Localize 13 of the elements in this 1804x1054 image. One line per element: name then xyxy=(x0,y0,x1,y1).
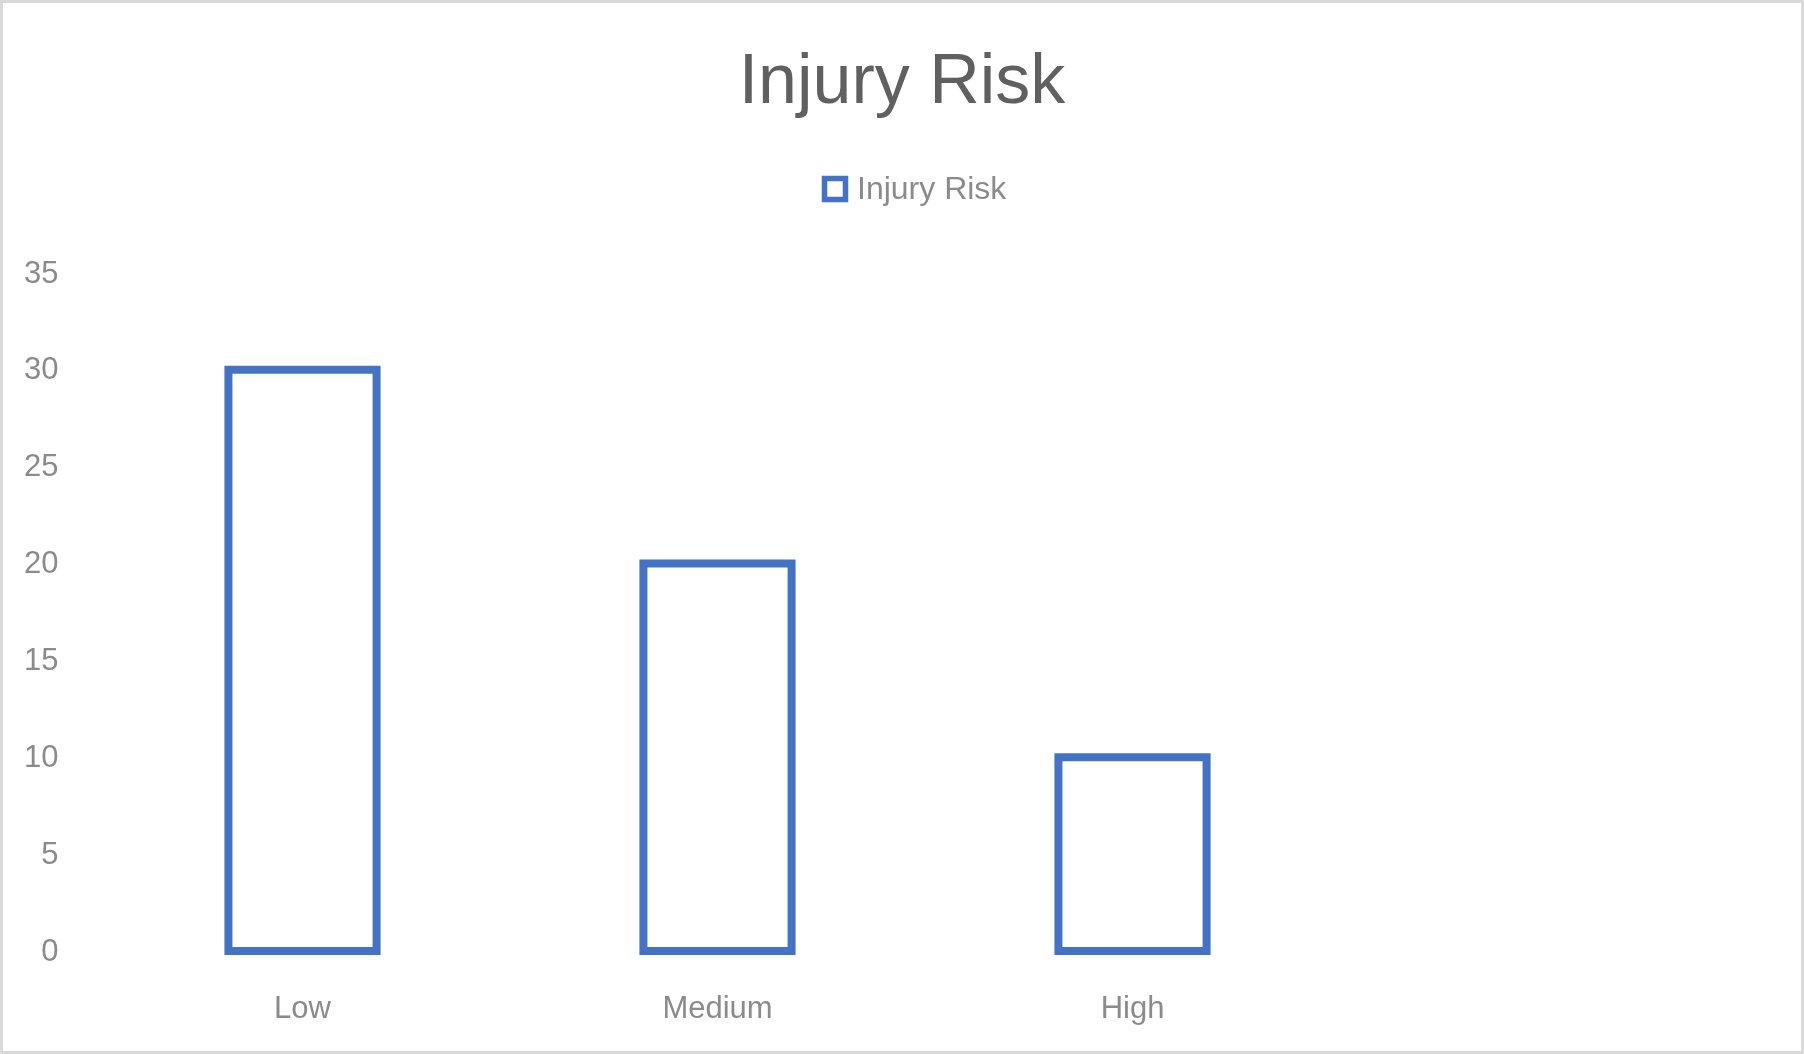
y-tick-label: 5 xyxy=(41,835,59,871)
x-tick-label: Low xyxy=(274,989,332,1025)
x-tick-label: Medium xyxy=(662,989,773,1025)
y-tick-label: 20 xyxy=(24,545,59,581)
y-tick-label: 10 xyxy=(24,738,59,774)
x-tick-label: High xyxy=(1100,989,1165,1025)
y-tick-label: 35 xyxy=(24,254,59,290)
chart-title: Injury Risk xyxy=(738,40,1067,118)
y-tick-label: 30 xyxy=(24,351,59,387)
legend-label: Injury Risk xyxy=(857,170,1008,206)
y-tick-label: 0 xyxy=(41,932,59,968)
y-tick-label: 15 xyxy=(24,641,59,677)
y-tick-label: 25 xyxy=(24,448,59,484)
